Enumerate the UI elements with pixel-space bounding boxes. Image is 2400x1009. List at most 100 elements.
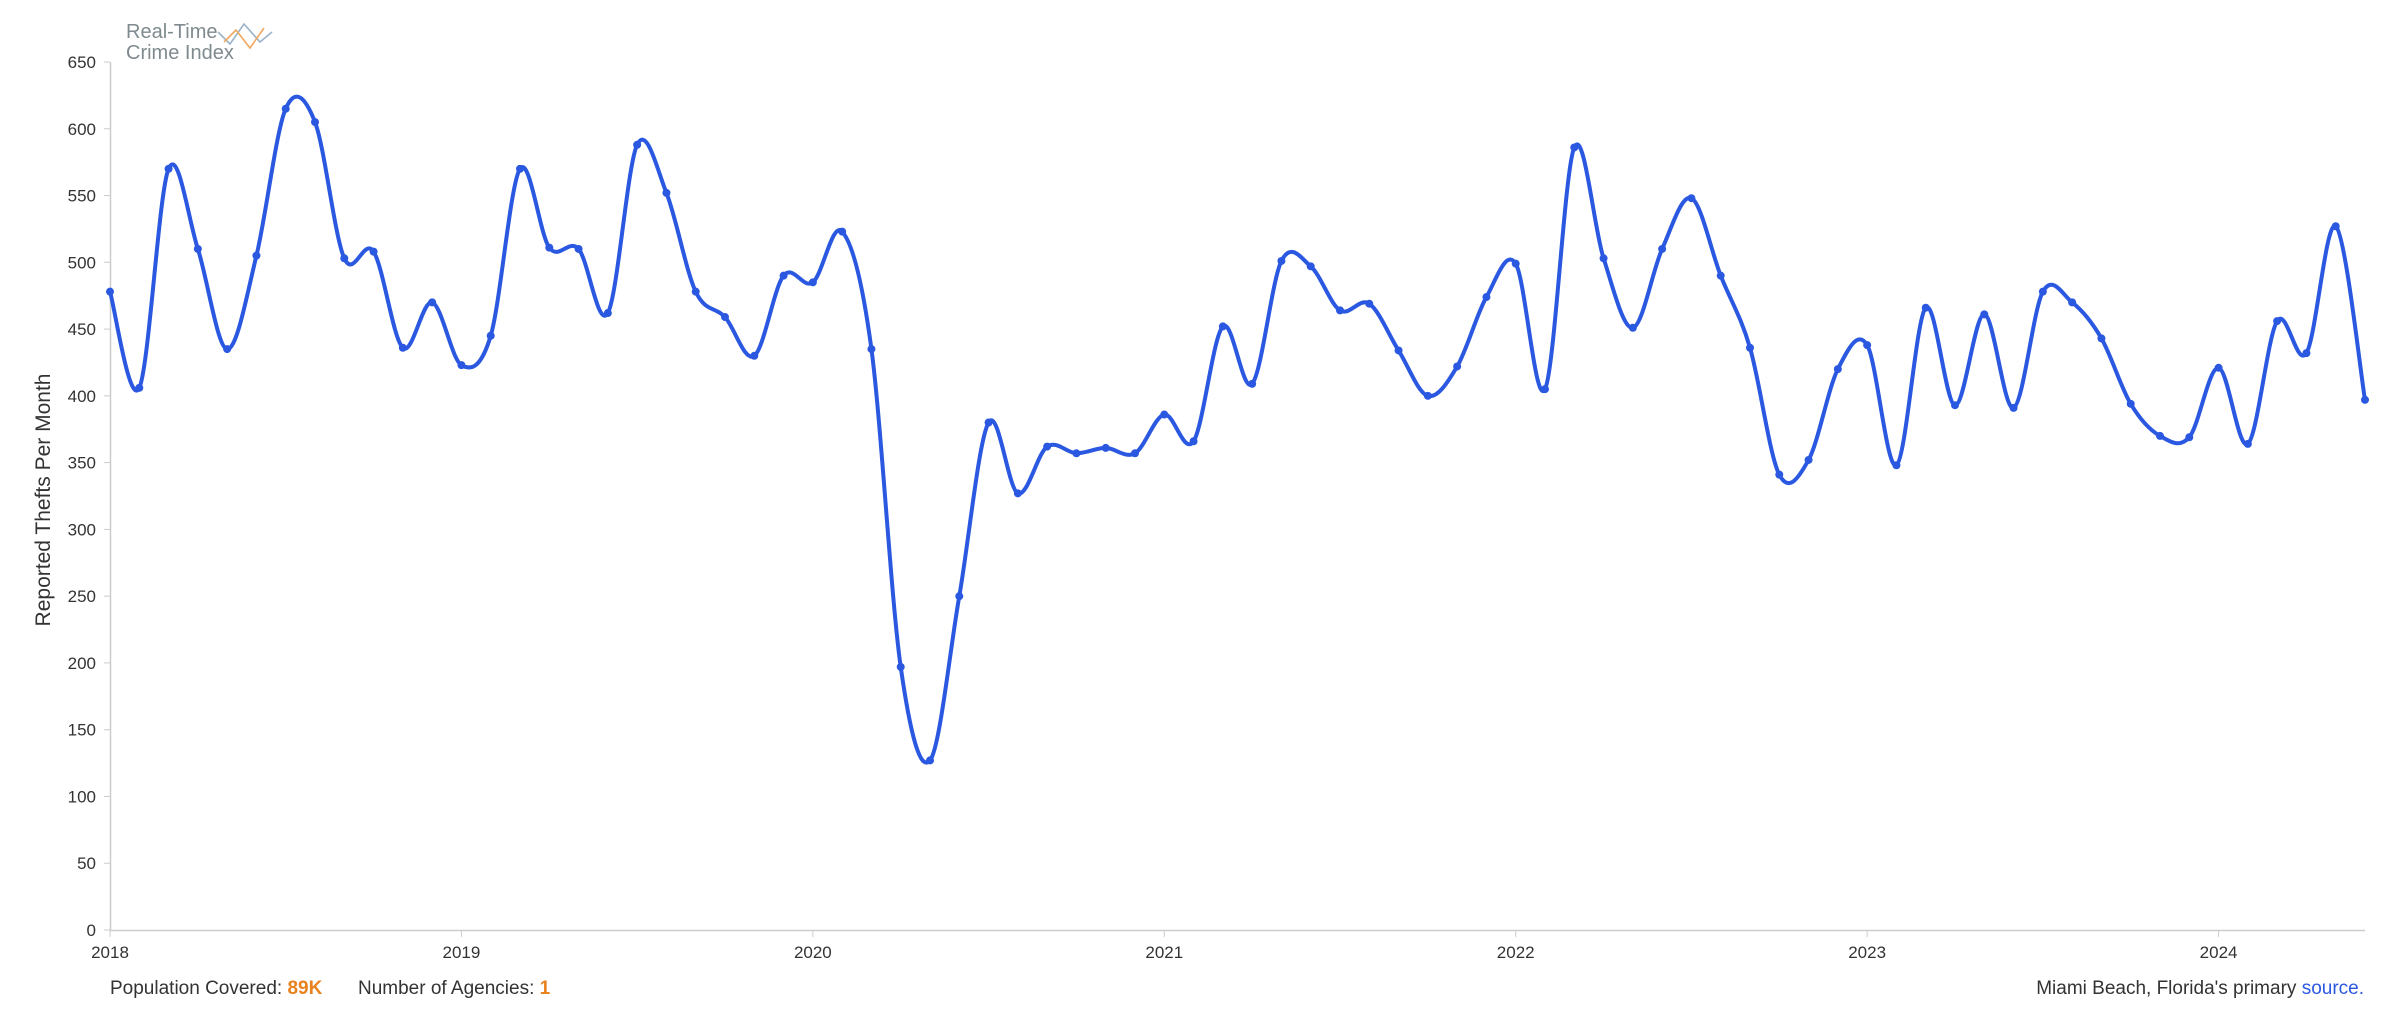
logo-line2: Crime Index [126, 42, 234, 64]
y-tick-label: 200 [68, 654, 96, 673]
data-point[interactable] [340, 254, 349, 263]
data-point[interactable] [1599, 254, 1608, 263]
data-point[interactable] [2302, 349, 2311, 358]
source-link[interactable]: source [2301, 978, 2359, 999]
data-point[interactable] [926, 756, 934, 765]
data-point[interactable] [135, 383, 144, 392]
data-point[interactable] [545, 243, 554, 252]
data-point[interactable] [867, 345, 876, 354]
data-point[interactable] [457, 361, 466, 370]
data-point[interactable] [955, 592, 964, 601]
data-point[interactable] [1511, 259, 1520, 268]
y-tick-label: 350 [68, 454, 96, 473]
data-point[interactable] [1687, 194, 1696, 203]
data-point[interactable] [1980, 310, 1989, 319]
data-point[interactable] [1541, 385, 1549, 394]
data-point[interactable] [838, 227, 847, 236]
data-point[interactable] [1277, 256, 1286, 265]
data-point[interactable] [486, 331, 495, 340]
data-point[interactable] [1570, 143, 1579, 152]
data-point[interactable] [574, 244, 583, 253]
data-point[interactable] [1716, 271, 1725, 280]
agencies-value: 1 [539, 978, 551, 999]
data-point[interactable] [1072, 449, 1081, 458]
data-point[interactable] [1160, 410, 1169, 419]
data-point[interactable] [311, 118, 319, 127]
y-tick-label: 550 [68, 187, 96, 206]
data-point[interactable] [1131, 449, 1139, 458]
agencies-info: Number of Agencies: 1 [358, 978, 550, 1000]
data-point[interactable] [662, 188, 671, 197]
data-point[interactable] [281, 104, 290, 113]
data-point[interactable] [2038, 287, 2047, 296]
data-point[interactable] [1804, 455, 1813, 464]
data-point[interactable] [369, 247, 378, 256]
data-point[interactable] [1423, 391, 1432, 400]
data-point[interactable] [808, 278, 817, 287]
data-point[interactable] [721, 313, 729, 322]
data-point[interactable] [164, 164, 173, 173]
data-point[interactable] [2273, 317, 2282, 326]
data-point[interactable] [896, 662, 905, 671]
data-point[interactable] [750, 351, 759, 360]
data-point[interactable] [2331, 222, 2340, 231]
data-point[interactable] [398, 343, 407, 352]
data-point[interactable] [1365, 299, 1374, 308]
y-axis-title: Reported Thefts Per Month [32, 374, 55, 627]
data-point[interactable] [1951, 401, 1959, 410]
data-point[interactable] [2185, 433, 2194, 442]
y-tick-label: 150 [68, 721, 96, 740]
data-point[interactable] [1043, 442, 1052, 451]
data-point[interactable] [1775, 470, 1784, 479]
logo: Real-Time Crime Index [126, 21, 273, 64]
data-point[interactable] [1394, 346, 1403, 355]
data-point[interactable] [193, 244, 202, 253]
source-info: Miami Beach, Florida's primary source. [2036, 978, 2364, 1000]
x-tick-label: 2022 [1497, 943, 1535, 962]
data-point[interactable] [1921, 303, 1930, 312]
data-point[interactable] [633, 140, 642, 149]
x-tick-label: 2018 [91, 943, 129, 962]
data-point[interactable] [2126, 399, 2135, 408]
data-point[interactable] [2361, 395, 2369, 404]
data-point[interactable] [1628, 323, 1637, 332]
data-point[interactable] [1189, 437, 1198, 446]
data-point[interactable] [603, 309, 612, 318]
data-point[interactable] [252, 251, 261, 260]
data-point[interactable] [1248, 379, 1257, 388]
data-point[interactable] [516, 164, 524, 173]
data-point[interactable] [1306, 262, 1315, 271]
x-tick-label: 2019 [443, 943, 481, 962]
data-point[interactable] [428, 298, 437, 307]
data-point[interactable] [1453, 362, 1462, 371]
data-point[interactable] [1658, 244, 1667, 253]
data-point[interactable] [1218, 322, 1227, 331]
data-point[interactable] [1101, 443, 1110, 452]
data-point[interactable] [2097, 334, 2106, 343]
data-point[interactable] [1746, 343, 1754, 352]
data-point[interactable] [691, 287, 700, 296]
data-point[interactable] [1482, 293, 1491, 302]
data-point[interactable] [1336, 306, 1344, 315]
y-tick-label: 50 [77, 854, 96, 873]
data-point[interactable] [2156, 431, 2164, 440]
data-point[interactable] [106, 287, 114, 296]
data-point[interactable] [2214, 363, 2223, 372]
source-suffix: . [2358, 978, 2364, 999]
data-point[interactable] [1892, 461, 1901, 470]
data-point[interactable] [223, 345, 232, 354]
data-point[interactable] [1013, 489, 1022, 498]
data-point[interactable] [2009, 403, 2018, 412]
data-point[interactable] [779, 271, 788, 280]
data-point[interactable] [1863, 341, 1872, 350]
y-tick-label: 450 [68, 320, 96, 339]
data-point[interactable] [2068, 298, 2077, 307]
data-point[interactable] [2243, 439, 2252, 448]
data-point[interactable] [1833, 365, 1842, 374]
population-info: Population Covered: 89K [110, 978, 322, 1000]
data-point[interactable] [984, 418, 993, 427]
series-points [106, 104, 2369, 765]
agencies-label: Number of Agencies: [358, 978, 535, 999]
x-tick-label: 2020 [794, 943, 832, 962]
